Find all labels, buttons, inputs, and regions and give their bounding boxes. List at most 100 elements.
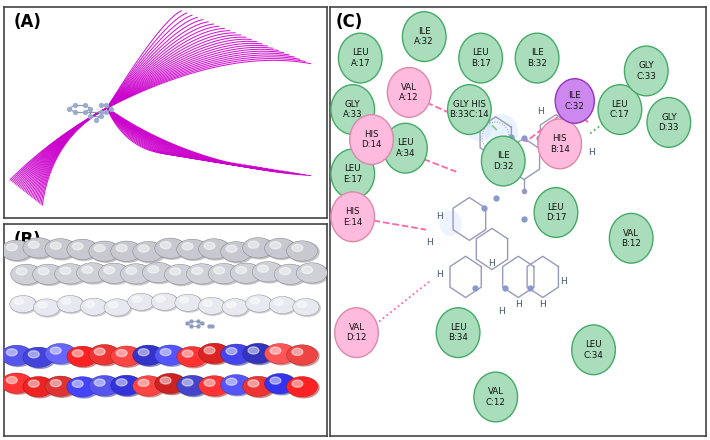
Circle shape [89,345,120,365]
Text: (B): (B) [13,231,41,249]
Circle shape [28,351,39,358]
Circle shape [287,377,317,397]
Text: H: H [486,148,493,157]
Circle shape [403,12,446,62]
Circle shape [166,265,197,286]
Text: LEU
A:17: LEU A:17 [351,48,370,68]
Circle shape [221,374,251,395]
Circle shape [143,262,173,282]
Circle shape [515,33,559,83]
Text: VAL
D:12: VAL D:12 [346,323,367,342]
Circle shape [156,346,187,366]
Text: LEU
E:17: LEU E:17 [343,164,362,183]
Circle shape [46,377,77,397]
Circle shape [116,379,127,386]
Circle shape [204,379,215,386]
Text: H: H [466,118,473,127]
Circle shape [647,98,691,147]
Circle shape [46,345,77,365]
Circle shape [297,264,329,284]
Circle shape [188,265,219,285]
Circle shape [275,265,307,286]
Circle shape [232,264,263,284]
Circle shape [89,241,120,261]
Circle shape [200,344,231,364]
Circle shape [297,301,307,308]
Circle shape [459,33,503,83]
Circle shape [199,376,230,396]
Circle shape [144,264,175,284]
Circle shape [266,345,297,365]
Circle shape [178,240,209,260]
Circle shape [165,264,195,285]
Circle shape [133,345,164,365]
Circle shape [288,346,319,366]
Circle shape [3,346,33,367]
Circle shape [538,119,581,169]
Circle shape [294,299,320,316]
Circle shape [243,238,273,258]
Circle shape [156,374,187,395]
Text: LEU
A:34: LEU A:34 [395,139,415,158]
Circle shape [572,325,616,375]
Circle shape [77,263,108,283]
Circle shape [58,296,84,313]
Circle shape [16,268,27,275]
Text: H: H [575,107,582,116]
Text: HIS
D:14: HIS D:14 [361,130,382,149]
Circle shape [226,378,237,385]
Circle shape [38,268,49,275]
Circle shape [6,349,17,356]
Circle shape [292,380,303,387]
Circle shape [244,238,275,259]
Circle shape [265,374,295,394]
Circle shape [331,84,375,135]
Circle shape [200,298,226,315]
Circle shape [14,298,23,304]
Circle shape [247,296,273,313]
Circle shape [292,244,303,252]
Circle shape [156,239,187,259]
Circle shape [252,262,283,282]
Text: H: H [540,300,546,309]
Circle shape [274,300,283,305]
Circle shape [90,377,121,397]
Text: LEU
B:34: LEU B:34 [448,323,468,342]
Circle shape [90,345,121,366]
Circle shape [78,264,109,284]
Text: (A): (A) [13,13,41,31]
Circle shape [243,376,273,396]
Circle shape [331,149,375,199]
Circle shape [244,345,275,365]
Text: (C): (C) [336,13,363,31]
Circle shape [24,378,55,398]
Circle shape [28,380,39,387]
Circle shape [35,300,61,317]
Circle shape [222,376,253,396]
Circle shape [28,241,39,248]
Circle shape [474,372,518,422]
Circle shape [116,349,127,357]
Circle shape [151,293,178,310]
Circle shape [50,242,61,249]
Circle shape [292,348,303,356]
Text: LEU
D:17: LEU D:17 [546,203,566,222]
Circle shape [199,343,230,363]
Text: H: H [436,213,442,221]
Text: H: H [573,142,580,150]
Circle shape [270,347,281,354]
Circle shape [128,293,154,311]
Text: HIS
E:14: HIS E:14 [343,207,362,227]
Circle shape [112,347,143,367]
Circle shape [56,265,87,285]
Circle shape [68,347,99,367]
Circle shape [12,265,43,286]
Circle shape [72,243,83,250]
Text: ILE
B:32: ILE B:32 [528,48,547,68]
Circle shape [133,242,164,262]
Circle shape [82,299,108,316]
Circle shape [46,240,77,260]
Circle shape [226,348,237,355]
Circle shape [288,378,319,398]
Circle shape [122,265,153,285]
